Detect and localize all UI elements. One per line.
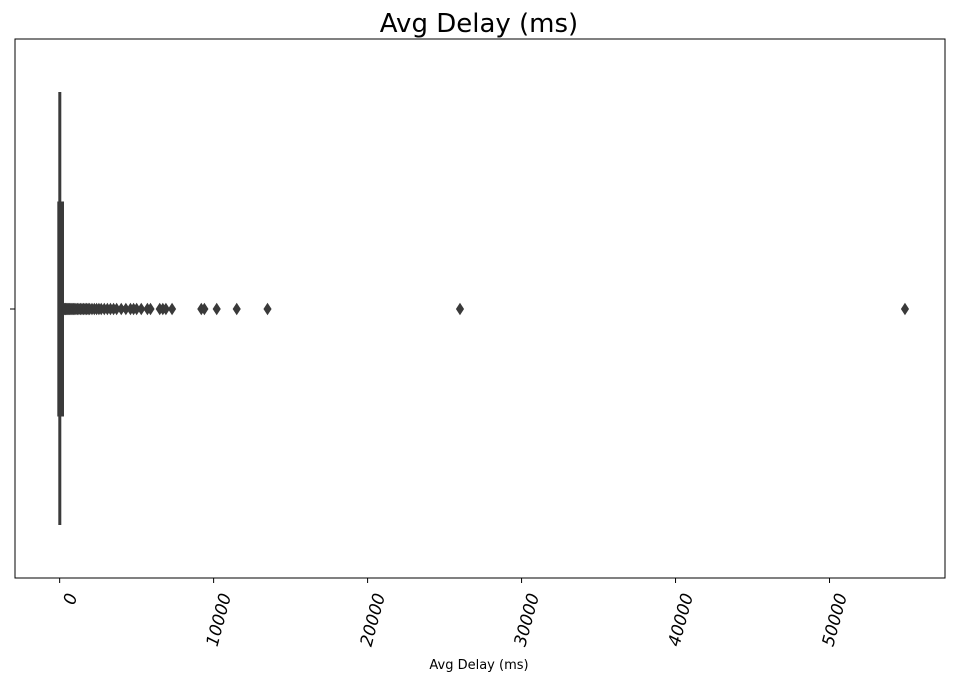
- x-tick-label-50000: 50000: [819, 591, 852, 648]
- x-tick-label-30000: 30000: [511, 591, 544, 648]
- x-axis-ticks: 0 10000 20000 30000 40000 50000: [59, 578, 852, 649]
- x-tick-label-40000: 40000: [665, 591, 698, 648]
- x-axis-label: Avg Delay (ms): [429, 658, 528, 673]
- chart-title: Avg Delay (ms): [380, 9, 578, 39]
- outlier-group: [60, 302, 910, 316]
- outlier-point-42: [161, 302, 170, 316]
- plot-area: [14, 38, 946, 579]
- outlier-point-48: [263, 302, 272, 316]
- outlier-point-49: [455, 302, 465, 316]
- outlier-point-43: [167, 302, 177, 316]
- x-tick-label-20000: 20000: [357, 591, 390, 648]
- outlier-point-50: [900, 302, 910, 316]
- outlier-point-47: [232, 302, 241, 316]
- outlier-point-39: [146, 302, 155, 316]
- x-tick-label-10000: 10000: [203, 591, 236, 648]
- x-tick-label-0: 0: [60, 591, 82, 607]
- outlier-point-46: [212, 302, 221, 316]
- outlier-point-45: [200, 302, 209, 316]
- outlier-point-37: [137, 302, 146, 316]
